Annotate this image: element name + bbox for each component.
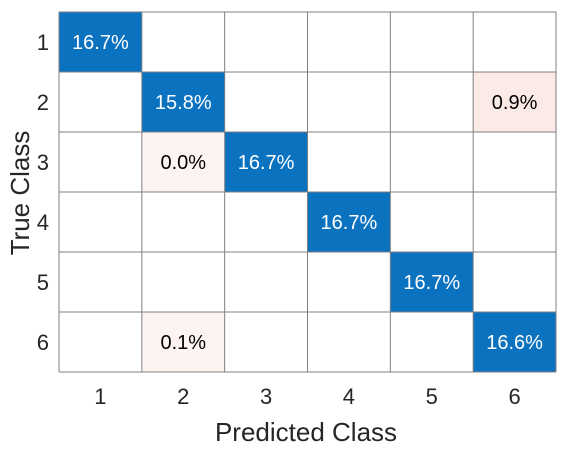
x-tick-label: 1 — [94, 384, 106, 409]
x-axis-label: Predicted Class — [215, 417, 397, 447]
y-tick-label: 2 — [37, 90, 49, 115]
cell-value-label: 0.1% — [160, 332, 206, 354]
y-tick-label: 4 — [37, 210, 49, 235]
cell-value-label: 15.8% — [155, 92, 212, 114]
y-tick-label: 5 — [37, 270, 49, 295]
matrix-cell-r3-c3 — [224, 132, 308, 192]
cell-value-label: 16.7% — [238, 152, 295, 174]
cell-value-label: 16.7% — [403, 272, 460, 294]
y-axis-label: True Class — [5, 131, 35, 256]
matrix-cell-r5-c5 — [390, 252, 474, 312]
matrix-cell-r6-c6 — [473, 312, 556, 372]
x-tick-labels: 1 2 3 4 5 6 — [94, 384, 520, 409]
matrix-cell-r1-c1 — [59, 12, 142, 72]
cells-layer — [59, 12, 556, 372]
matrix-cell-r6-c2 — [141, 312, 225, 372]
x-tick-label: 5 — [426, 384, 438, 409]
cell-value-label: 0.9% — [492, 92, 538, 114]
cell-value-label: 0.0% — [160, 152, 206, 174]
matrix-cell-r3-c2 — [141, 132, 225, 192]
matrix-cell-r4-c4 — [307, 192, 391, 252]
x-tick-label: 2 — [177, 384, 189, 409]
y-tick-label: 6 — [37, 330, 49, 355]
x-tick-label: 4 — [343, 384, 355, 409]
y-tick-label: 3 — [37, 150, 49, 175]
y-tick-labels: 1 2 3 4 5 6 — [37, 30, 49, 355]
x-tick-label: 3 — [260, 384, 272, 409]
cell-value-label: 16.6% — [486, 332, 543, 354]
cell-value-label: 16.7% — [321, 212, 378, 234]
y-tick-label: 1 — [37, 30, 49, 55]
matrix-cell-r2-c6 — [473, 72, 556, 132]
cell-value-label: 16.7% — [72, 32, 129, 54]
matrix-cell-r2-c2 — [141, 72, 225, 132]
cell-labels-layer: 16.7% 15.8% 0.9% 0.0% 16.7% 16.7% 16.7% 0.1% 16.… — [72, 32, 543, 354]
grid-layer — [58, 11, 557, 373]
x-tick-label: 6 — [508, 384, 520, 409]
